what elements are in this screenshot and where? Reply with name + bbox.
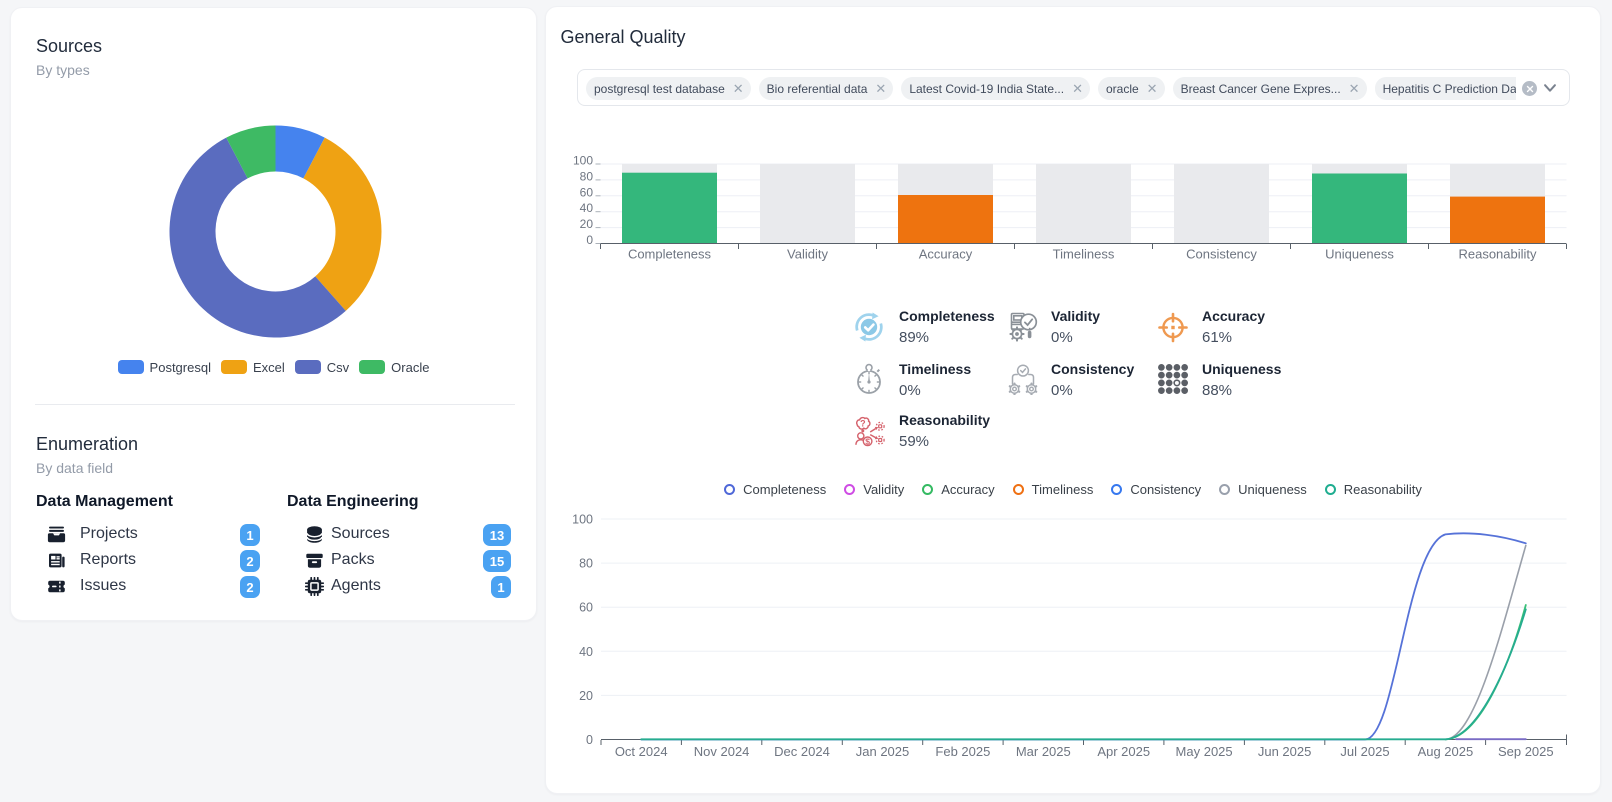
svg-text:Feb 2025: Feb 2025 (935, 744, 990, 759)
svg-text:Dec 2024: Dec 2024 (774, 744, 830, 759)
svg-text:Reasonability: Reasonability (1458, 247, 1537, 262)
svg-text:100: 100 (572, 513, 593, 527)
svg-text:Validity: Validity (787, 247, 828, 262)
svg-text:20: 20 (580, 217, 594, 231)
svg-text:0: 0 (586, 233, 593, 247)
svg-text:Timeliness: Timeliness (1053, 247, 1115, 262)
svg-text:Uniqueness: Uniqueness (1325, 247, 1394, 262)
svg-text:80: 80 (580, 169, 594, 183)
svg-text:40: 40 (579, 645, 593, 659)
svg-text:Jan 2025: Jan 2025 (856, 744, 910, 759)
svg-text:Aug 2025: Aug 2025 (1418, 744, 1474, 759)
svg-text:80: 80 (579, 557, 593, 571)
svg-text:Jun 2025: Jun 2025 (1258, 744, 1312, 759)
svg-text:$: $ (865, 436, 870, 446)
svg-text:Mar 2025: Mar 2025 (1016, 744, 1071, 759)
svg-text:0: 0 (586, 733, 593, 747)
svg-text:May 2025: May 2025 (1176, 744, 1233, 759)
svg-text:?: ? (860, 418, 866, 428)
svg-text:Sep 2025: Sep 2025 (1498, 744, 1554, 759)
svg-text:Nov 2024: Nov 2024 (694, 744, 750, 759)
svg-text:Oct 2024: Oct 2024 (615, 744, 668, 759)
svg-text:Jul 2025: Jul 2025 (1340, 744, 1389, 759)
svg-text:Completeness: Completeness (628, 247, 712, 262)
svg-text:100: 100 (573, 154, 593, 168)
svg-text:Consistency: Consistency (1186, 247, 1257, 262)
svg-text:20: 20 (579, 689, 593, 703)
svg-text:40: 40 (580, 201, 594, 215)
svg-text:60: 60 (579, 601, 593, 615)
svg-text:Accuracy: Accuracy (919, 247, 973, 262)
svg-text:Apr 2025: Apr 2025 (1097, 744, 1150, 759)
svg-text:60: 60 (580, 185, 594, 199)
